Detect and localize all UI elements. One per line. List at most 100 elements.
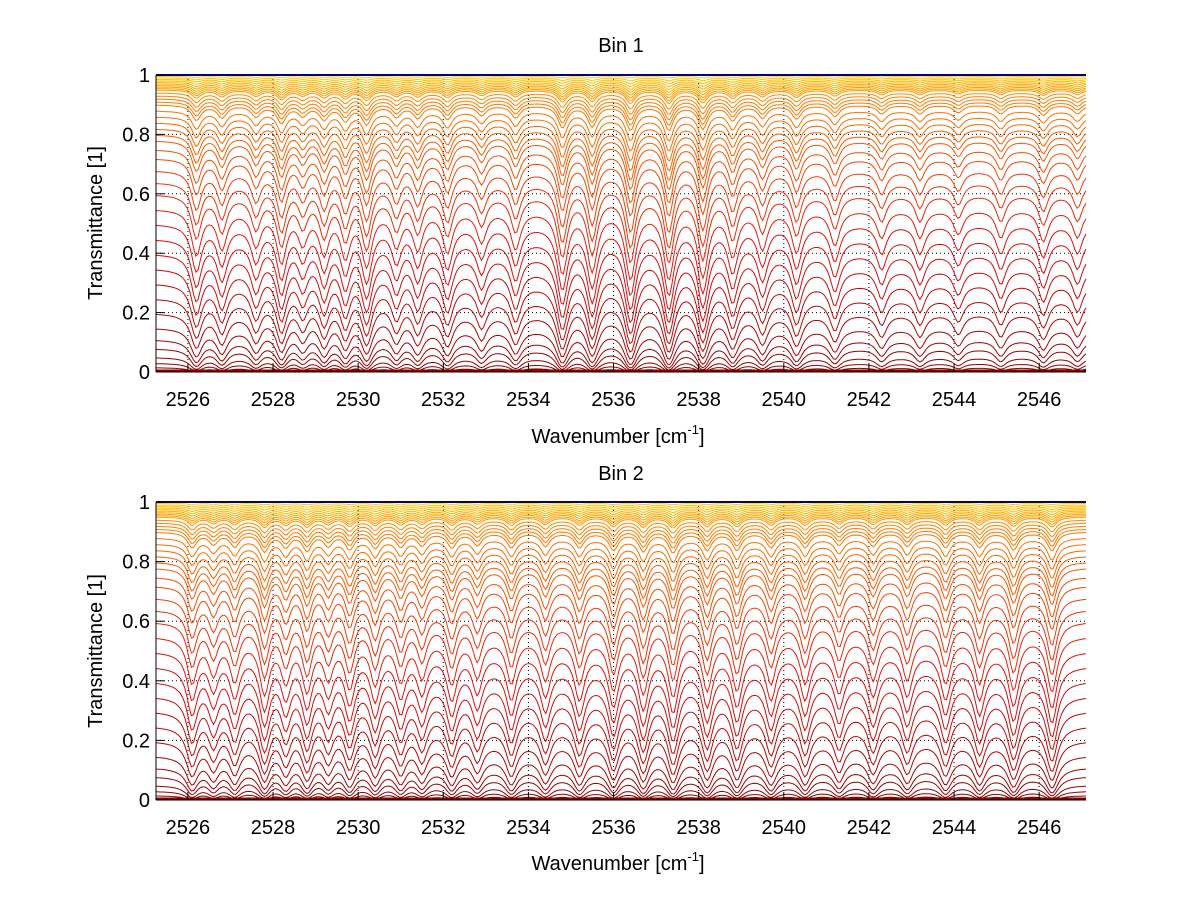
spectrum-line xyxy=(155,509,1087,516)
axes xyxy=(155,501,1086,801)
y-tick-label: 1 xyxy=(139,492,150,514)
spectrum-line xyxy=(156,76,1087,79)
x-tick-labels: 2526 2528 2530 2532 2534 2536 2538 2540 2542 2544… xyxy=(166,389,1062,411)
x-tick-label: 2532 xyxy=(421,389,466,411)
spectrum-line xyxy=(155,101,1087,126)
spectrum-line xyxy=(155,150,1087,204)
x-tick-label: 2530 xyxy=(336,817,381,839)
x-tick-label: 2534 xyxy=(506,817,551,839)
spectrum-line xyxy=(155,544,1087,573)
axes xyxy=(155,74,1086,373)
spectrum-line xyxy=(155,777,1087,798)
x-tick-label: 2538 xyxy=(676,389,721,411)
spectrum-line xyxy=(156,88,1087,102)
spectrum-line xyxy=(155,195,1087,264)
spectrum-line xyxy=(155,159,1087,217)
spectrum-line xyxy=(156,507,1086,514)
spectrum-line xyxy=(155,638,1087,698)
spectrum-line xyxy=(155,712,1087,766)
spectrum-line xyxy=(155,785,1087,800)
x-axis-label: Wavenumber [cm-1] xyxy=(531,849,704,875)
y-tick-label: 0.4 xyxy=(122,243,150,265)
x-tick-label: 2542 xyxy=(847,817,892,839)
spectrum-line xyxy=(155,89,1087,104)
spectrum-line xyxy=(156,357,1087,372)
spectrum-line xyxy=(155,568,1087,610)
spectrum-line xyxy=(155,515,1086,526)
x-tick-label: 2544 xyxy=(932,817,977,839)
y-tick-labels: 0 0.2 0.4 0.6 0.8 1 xyxy=(122,492,150,812)
spectrum-line xyxy=(156,95,1087,115)
x-tick-label: 2546 xyxy=(1017,389,1062,411)
y-tick-label: 0.2 xyxy=(122,730,150,752)
y-axis-label: Transmittance [1] xyxy=(85,574,107,728)
x-tick-label: 2536 xyxy=(591,389,636,411)
spectrum-line xyxy=(155,284,1087,345)
x-tick-label: 2538 xyxy=(676,817,721,839)
spectrum-line xyxy=(156,512,1086,521)
spectrum-line xyxy=(155,134,1087,181)
spectrum-line xyxy=(155,756,1087,791)
spectrum-line xyxy=(156,510,1086,519)
spectrum-line xyxy=(155,141,1087,191)
spectrum-line xyxy=(155,340,1087,369)
spectrum-line xyxy=(155,299,1087,353)
spectra xyxy=(155,74,1087,373)
spectrum-line xyxy=(155,128,1087,172)
spectrum-line xyxy=(156,82,1087,90)
spectrum-line xyxy=(155,768,1087,795)
spectrum-line xyxy=(155,653,1087,714)
spectrum-line xyxy=(156,122,1087,162)
spectrum-line xyxy=(156,83,1087,93)
x-axis-label: Wavenumber [cm-1] xyxy=(531,422,704,448)
spectrum-line xyxy=(155,697,1087,755)
spectrum-line xyxy=(155,742,1087,784)
spectrum-line xyxy=(156,529,1087,549)
spectrum-line xyxy=(155,525,1087,544)
subplot-bin-2: Bin 2 2526 2528 2530 2532 2534 2536 2538 2540 25… xyxy=(85,463,1087,875)
x-tick-label: 2536 xyxy=(591,817,636,839)
x-tick-label: 2532 xyxy=(421,817,466,839)
y-tick-label: 0.8 xyxy=(122,552,150,574)
spectrum-line xyxy=(156,80,1087,88)
spectrum-line xyxy=(155,171,1087,234)
x-tick-label: 2528 xyxy=(251,817,296,839)
spectrum-line xyxy=(155,683,1087,743)
spectrum-line xyxy=(156,516,1086,529)
x-tick-label: 2540 xyxy=(762,389,807,411)
spectrum-line xyxy=(155,623,1087,681)
spectrum-line xyxy=(156,110,1087,142)
y-axis-label: Transmittance [1] xyxy=(85,146,107,300)
spectrum-line xyxy=(155,550,1087,582)
spectrum-line xyxy=(156,522,1086,539)
spectrum-line xyxy=(155,313,1087,360)
y-tick-label: 0 xyxy=(139,790,150,812)
spectrum-line xyxy=(155,538,1087,564)
x-tick-label: 2530 xyxy=(336,389,381,411)
spectrum-line xyxy=(156,98,1087,121)
y-tick-label: 0.2 xyxy=(122,303,150,325)
spectrum-line xyxy=(155,183,1087,249)
spectrum-line xyxy=(155,116,1087,152)
spectrum-line xyxy=(155,586,1087,635)
spectrum-line xyxy=(156,363,1087,373)
spectrum-line xyxy=(156,513,1087,524)
spectrum-line xyxy=(155,598,1087,651)
spectrum-line xyxy=(156,503,1086,506)
spectrum-line xyxy=(155,269,1087,335)
spectrum-line xyxy=(156,92,1087,110)
spectrum-line xyxy=(155,239,1087,311)
y-tick-label: 0.8 xyxy=(122,124,150,146)
x-tick-label: 2526 xyxy=(166,817,211,839)
spectra xyxy=(155,501,1087,801)
spectrum-line xyxy=(155,254,1087,324)
spectrum-line xyxy=(155,532,1087,554)
x-tick-label: 2526 xyxy=(166,389,211,411)
x-tick-label: 2528 xyxy=(251,389,296,411)
spectrum-line xyxy=(155,225,1087,297)
y-tick-labels: 0 0.2 0.4 0.6 0.8 1 xyxy=(122,65,150,384)
spectrum-line xyxy=(156,86,1087,99)
x-tick-label: 2534 xyxy=(506,389,551,411)
spectrum-line xyxy=(155,328,1087,366)
